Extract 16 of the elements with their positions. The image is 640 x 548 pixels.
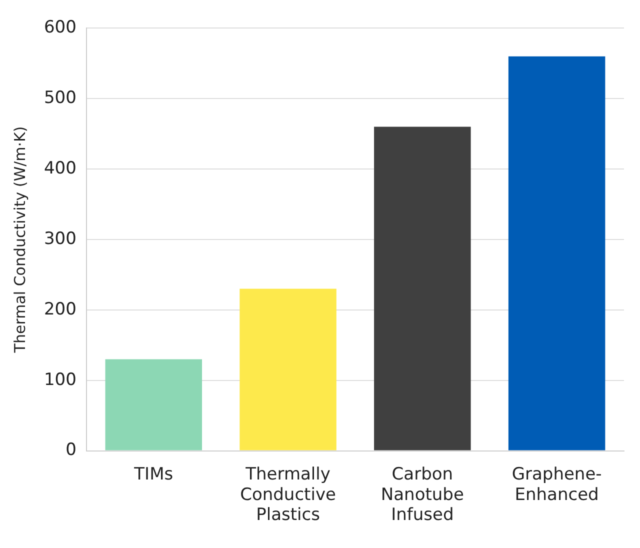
y-tick-label: 300 (44, 228, 76, 249)
x-tick-label: TIMs (133, 464, 174, 484)
bar (508, 56, 606, 450)
y-tick-label: 0 (66, 440, 76, 460)
y-tick-label: 600 (44, 18, 76, 38)
y-tick-label: 400 (44, 158, 76, 178)
bar (105, 359, 202, 450)
x-tick-label: Carbon Nanotube Infused (380, 464, 464, 526)
x-tick-label: Graphene-Enhanced (512, 464, 602, 505)
bar (374, 126, 471, 450)
y-tick-label: 200 (44, 299, 76, 320)
x-tick-label: Thermally Conductive Plastics (240, 464, 336, 526)
y-axis-title: Thermal Conductivity (W/m·K) (10, 126, 29, 354)
y-tick-label: 500 (44, 88, 76, 108)
y-tick-label: 100 (44, 370, 76, 390)
bar (240, 288, 336, 450)
